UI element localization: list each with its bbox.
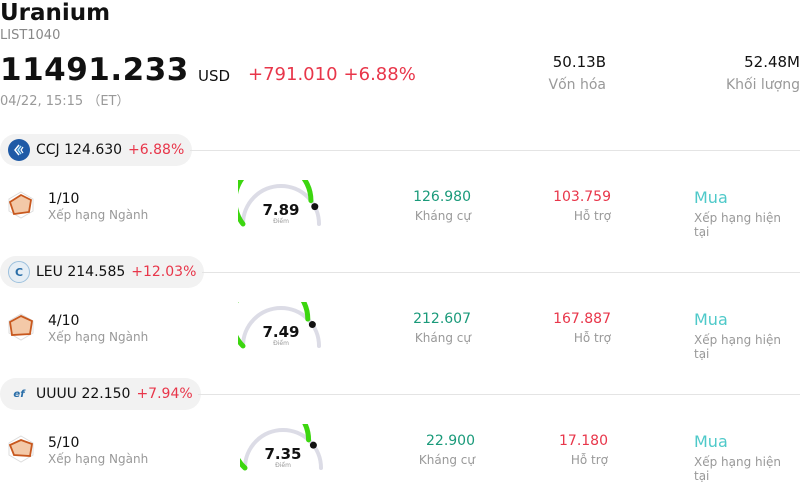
rating-value: Mua <box>694 188 728 207</box>
rating-value: Mua <box>694 310 728 329</box>
score-label: Điểm <box>273 340 289 347</box>
energy-fuels-logo-icon: ef <box>13 388 25 400</box>
change-percent: +6.88% <box>343 64 416 85</box>
score-value: 7.49 <box>262 323 300 341</box>
volume-value: 52.48M <box>744 53 800 71</box>
centrus-logo-icon: C <box>8 261 30 283</box>
rating-value: Mua <box>694 432 728 451</box>
industry-rank-label: Xếp hạng Ngành <box>48 208 149 222</box>
cameco-logo-icon <box>8 139 30 161</box>
industry-rank-icon <box>8 191 34 219</box>
currency-label: USD <box>198 67 231 85</box>
score-label: Điểm <box>273 218 289 225</box>
stock-price: 214.585 <box>67 264 126 280</box>
support-label: Hỗ trợ <box>573 209 611 223</box>
divider <box>202 272 800 273</box>
stock-section-leu[interactable]: C LEU 214.585 +12.03% 4/10 Xếp hạng Ngành… <box>0 256 800 378</box>
industry-rank: 5/10 <box>48 435 80 451</box>
score-label: Điểm <box>275 462 291 469</box>
timestamp: 04/22, 15:15 （ET） <box>0 94 130 109</box>
ticker: LEU <box>36 264 63 280</box>
resistance-label: Kháng cự <box>414 209 471 223</box>
price-change: +791.010 +6.88% <box>248 64 422 85</box>
resistance-label: Kháng cự <box>418 453 475 467</box>
volume-label: Khối lượng <box>725 77 800 93</box>
market-cap-label: Vốn hóa <box>548 77 606 93</box>
market-cap-value: 50.13B <box>552 53 606 71</box>
score-value: 7.35 <box>264 445 302 463</box>
resistance-label: Kháng cự <box>414 331 471 345</box>
industry-rank-icon <box>8 313 34 341</box>
divider <box>190 150 800 151</box>
ticker: CCJ <box>36 142 60 158</box>
stock-pill-uuuu[interactable]: ef UUUU 22.150 +7.94% <box>0 378 201 410</box>
change-value: +791.010 <box>248 64 338 85</box>
stock-pill-ccj[interactable]: CCJ 124.630 +6.88% <box>0 134 193 166</box>
score-gauge <box>240 424 323 471</box>
industry-rank-icon <box>8 435 34 463</box>
stock-price: 124.630 <box>64 142 123 158</box>
resistance-value: 212.607 <box>413 311 471 327</box>
industry-rank-label: Xếp hạng Ngành <box>48 330 149 344</box>
stock-change-percent: +6.88% <box>128 142 185 158</box>
stock-section-ccj[interactable]: CCJ 124.630 +6.88% 1/10 Xếp hạng Ngành 7.… <box>0 134 800 256</box>
industry-rank-label: Xếp hạng Ngành <box>48 452 149 466</box>
score-gauge <box>238 180 321 227</box>
index-price: 11491.233 <box>0 52 189 88</box>
rating-label: Xếp hạng hiện tại <box>694 455 781 483</box>
ticker: UUUU <box>36 386 77 402</box>
score-value: 7.89 <box>262 201 300 219</box>
page-title: Uranium <box>0 0 111 26</box>
score-gauge <box>238 302 321 349</box>
industry-rank: 4/10 <box>48 313 80 329</box>
industry-rank: 1/10 <box>48 191 80 207</box>
support-value: 167.887 <box>553 311 611 327</box>
index-code: LIST1040 <box>0 28 61 43</box>
support-value: 103.759 <box>553 189 611 205</box>
rating-label: Xếp hạng hiện tại <box>694 211 781 239</box>
stock-pill-leu[interactable]: C LEU 214.585 +12.03% <box>0 256 205 288</box>
resistance-value: 126.980 <box>413 189 471 205</box>
stock-price: 22.150 <box>81 386 131 402</box>
support-value: 17.180 <box>559 433 608 449</box>
stock-change-percent: +12.03% <box>131 264 197 280</box>
support-label: Hỗ trợ <box>573 331 611 345</box>
stock-section-uuuu[interactable]: ef UUUU 22.150 +7.94% 5/10 Xếp hạng Ngành… <box>0 378 800 488</box>
divider <box>198 394 800 395</box>
rating-label: Xếp hạng hiện tại <box>694 333 781 361</box>
resistance-value: 22.900 <box>426 433 475 449</box>
stock-change-percent: +7.94% <box>136 386 193 402</box>
support-label: Hỗ trợ <box>570 453 608 467</box>
